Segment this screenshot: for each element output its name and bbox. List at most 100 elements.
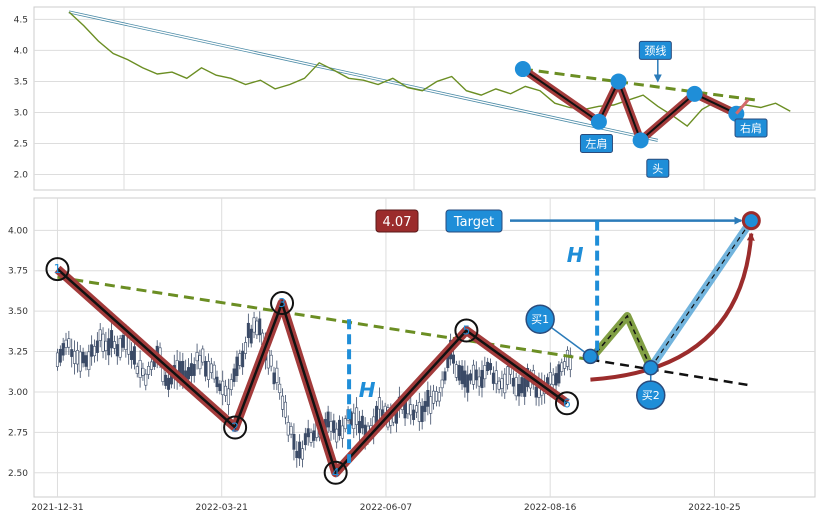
top-pattern-tail	[735, 98, 750, 115]
candle-body	[352, 412, 356, 429]
candle-body	[224, 385, 228, 396]
candle-body	[520, 377, 524, 394]
candle-body	[93, 346, 97, 357]
candle-body	[483, 365, 487, 380]
candle-body	[221, 380, 225, 396]
candle-body	[300, 448, 304, 460]
candle-body	[557, 364, 561, 384]
candle-body	[249, 328, 253, 344]
candle-body	[335, 428, 339, 443]
bottom-pivot-marker	[223, 415, 248, 440]
candle-body	[469, 373, 473, 381]
candle-body	[275, 367, 279, 383]
candle-body	[523, 377, 527, 397]
bottom-target-point	[741, 211, 761, 231]
candle-body	[451, 354, 455, 364]
candle-body	[434, 391, 438, 402]
candle-body	[326, 411, 330, 428]
candle-body	[192, 364, 196, 376]
bottom-height-label: H	[359, 378, 376, 402]
candle-body	[460, 365, 464, 385]
candle-body	[189, 363, 193, 377]
bottom-neckline	[57, 275, 591, 362]
candle-body	[292, 433, 296, 450]
bottom-target-value-box	[375, 209, 419, 233]
candle-body	[489, 363, 493, 371]
candle-body	[500, 378, 504, 389]
bottom-pivot-marker	[270, 291, 295, 316]
candle-body	[107, 338, 111, 356]
top-annotation-box	[646, 158, 670, 178]
top-channel-line-inner	[68, 11, 658, 142]
candle-body	[235, 356, 239, 376]
bottom-buy-badge	[525, 304, 555, 334]
candle-body	[511, 377, 515, 387]
bottom-target-curve	[590, 232, 755, 382]
candle-body	[560, 362, 564, 372]
candle-body	[84, 355, 88, 367]
candle-body	[534, 386, 538, 398]
candle-body	[112, 341, 116, 349]
bottom-pivot-marker	[45, 257, 70, 282]
top-y-tick-label: 4.0	[14, 46, 29, 56]
candle-body	[55, 352, 59, 367]
candle-body	[548, 372, 552, 385]
candle-body	[269, 354, 273, 367]
candle-body	[258, 318, 262, 336]
candle-body	[440, 379, 444, 389]
bottom-target-value-label: 4.07	[383, 215, 412, 230]
candle-body	[360, 415, 364, 429]
candle-body	[437, 392, 441, 402]
bottom-pivot-label: 4	[332, 466, 340, 480]
candle-body	[115, 344, 119, 357]
candle-body	[215, 376, 219, 388]
candle-body	[423, 401, 427, 412]
top-pivot-marker	[590, 113, 607, 130]
candle-body	[204, 360, 208, 377]
bottom-buy-label: 买1	[531, 313, 549, 326]
candle-body	[332, 420, 336, 434]
bottom-pivot-label: 5	[463, 324, 471, 338]
candle-body	[198, 355, 202, 370]
top-y-tick-label: 2.5	[14, 139, 28, 149]
candle-body	[289, 426, 293, 435]
candle-body	[244, 342, 248, 354]
candle-body	[480, 369, 484, 388]
candle-body	[241, 350, 245, 368]
candle-body	[295, 450, 299, 458]
candle-body	[144, 373, 148, 386]
bottom-height-label: H	[567, 243, 584, 267]
bottom-target-box	[445, 209, 503, 233]
candle-body	[414, 405, 418, 413]
candle-body	[281, 395, 285, 410]
candle-body	[312, 430, 316, 441]
candle-body	[229, 379, 233, 390]
candle-body	[209, 363, 213, 373]
candle-body	[195, 352, 199, 362]
candle-body	[355, 407, 359, 425]
candle-body	[486, 361, 490, 372]
candle-body	[246, 322, 250, 339]
candle-body	[64, 339, 68, 348]
bottom-pivot-marker	[554, 391, 579, 416]
candle-body	[503, 373, 507, 394]
candle-body	[357, 421, 361, 434]
candle-body	[81, 351, 85, 364]
candle-body	[130, 350, 134, 360]
candle-body	[98, 329, 102, 341]
top-annotation-box	[638, 40, 672, 60]
candle-body	[491, 372, 495, 384]
candle-body	[226, 388, 230, 406]
candle-body	[78, 351, 82, 372]
bottom-pivot-marker	[323, 460, 348, 485]
candle-body	[201, 348, 205, 363]
top-y-tick-label: 4.5	[14, 15, 28, 25]
candle-body	[147, 365, 151, 375]
bottom-pivot-label: 3	[278, 296, 286, 310]
top-annotation-box	[579, 133, 613, 153]
top-neckline	[522, 67, 757, 102]
candle-body	[477, 376, 481, 387]
bottom-buy-target-marker	[582, 348, 599, 365]
candle-body	[95, 340, 99, 353]
